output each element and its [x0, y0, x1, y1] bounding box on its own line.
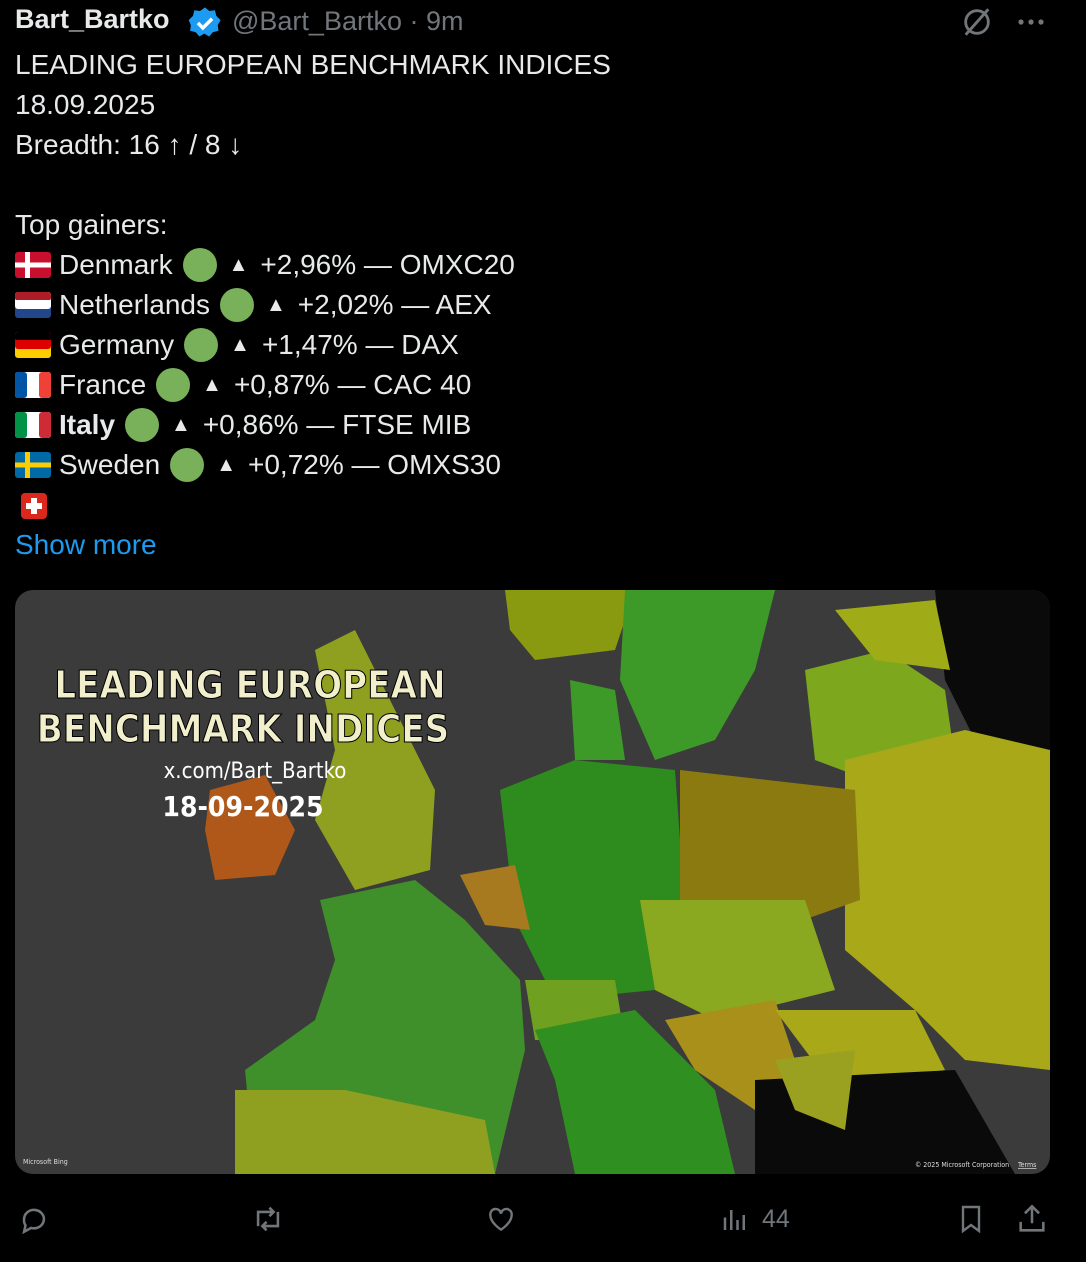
- show-more[interactable]: Show more: [15, 529, 157, 560]
- green-circle: [184, 328, 219, 362]
- flag: [15, 332, 51, 358]
- gainer-row: France ▲ +0,87% — CAC 40: [15, 365, 471, 405]
- views-icon[interactable]: [720, 1205, 750, 1235]
- map-image[interactable]: LEADING EUROPEAN BENCHMARK INDICES x.com…: [15, 590, 1050, 1174]
- up-triangle: ▲: [171, 414, 191, 436]
- green-circle: [170, 448, 205, 482]
- gainer-detail: +1,47% — DAX: [261, 329, 459, 360]
- country: Denmark: [59, 249, 173, 280]
- repost-button[interactable]: [250, 1202, 286, 1236]
- gainer-detail: +2,02% — AEX: [297, 289, 492, 320]
- text-line: 18.09.2025: [15, 89, 156, 120]
- gainer-row: Netherlands ▲ +2,02% — AEX: [15, 285, 492, 325]
- gainer-row: Italy ▲ +0,86% — FTSE MIB: [15, 405, 471, 445]
- reply-button[interactable]: [17, 1202, 51, 1236]
- green-circle: [156, 368, 191, 402]
- country: France: [59, 369, 147, 400]
- map-credit: © 2025 Microsoft Corporation: [915, 1161, 1009, 1169]
- up-triangle: ▲: [202, 374, 222, 396]
- share-button[interactable]: [1015, 1202, 1049, 1236]
- flag: [15, 412, 51, 438]
- grok-icon[interactable]: [960, 5, 994, 39]
- verified-badge: [188, 7, 221, 37]
- up-triangle: ▲: [265, 294, 286, 316]
- gainer-detail: +2,96% — OMXC20: [260, 249, 515, 280]
- gainer-detail: +0,86% — FTSE MIB: [202, 409, 472, 440]
- swiss-flag: [21, 493, 47, 519]
- gainer-row: Denmark ▲ +2,96% — OMXC20: [15, 245, 515, 285]
- image-source: x.com/Bart_Bartko: [164, 759, 347, 784]
- flag: [15, 372, 51, 398]
- country: Germany: [59, 329, 175, 360]
- more-menu[interactable]: [1015, 10, 1049, 34]
- flag: [15, 292, 51, 318]
- gainer-row: Germany ▲ +1,47% — DAX: [15, 325, 459, 365]
- like-button[interactable]: [484, 1203, 518, 1235]
- green-circle: [125, 408, 160, 442]
- text-line: Breadth: 16 ↑ / 8 ↓: [15, 129, 243, 160]
- image-title: BENCHMARK INDICES: [37, 707, 449, 751]
- text-line: Top gainers:: [15, 209, 168, 240]
- country: Netherlands: [59, 289, 210, 320]
- bookmark-button[interactable]: [955, 1202, 987, 1236]
- up-triangle: ▲: [228, 254, 249, 276]
- up-triangle: ▲: [230, 334, 250, 356]
- text-line: LEADING EUROPEAN BENCHMARK INDICES: [15, 49, 611, 80]
- map-terms[interactable]: Terms: [1017, 1161, 1036, 1169]
- views-count[interactable]: 44: [762, 1205, 790, 1233]
- map-credit: Microsoft Bing: [23, 1158, 68, 1166]
- image-date: 18-09-2025: [162, 790, 323, 823]
- gainer-row: Sweden ▲ +0,72% — OMXS30: [15, 445, 501, 485]
- green-circle: [182, 248, 217, 282]
- gainer-detail: +0,72% — OMXS30: [247, 449, 501, 480]
- gainer-detail: +0,87% — CAC 40: [233, 369, 472, 400]
- up-triangle: ▲: [216, 454, 236, 476]
- country: Italy: [59, 409, 116, 440]
- green-circle: [219, 288, 254, 322]
- author-name[interactable]: Bart_Bartko: [15, 4, 170, 34]
- flag: [15, 252, 51, 278]
- country: Sweden: [59, 449, 161, 480]
- image-title: LEADING EUROPEAN: [54, 663, 445, 707]
- handle-time[interactable]: @Bart_Bartko · 9m: [232, 6, 464, 36]
- flag: [15, 452, 51, 478]
